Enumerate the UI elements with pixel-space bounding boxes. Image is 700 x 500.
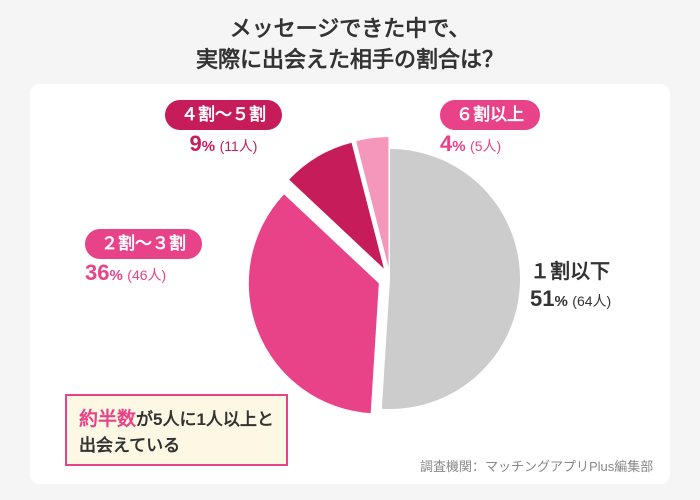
pct-r45: 9% bbox=[190, 131, 216, 156]
pill-r23: ２割～３割 bbox=[85, 229, 202, 259]
title-line1: メッセージできた中で、 bbox=[230, 16, 471, 41]
pill-ge6: ６割以上 bbox=[440, 100, 540, 130]
pct-r23: 36% bbox=[85, 260, 123, 285]
count-le1: (64人) bbox=[572, 293, 611, 309]
label-ge6: ６割以上 4% (5人) bbox=[440, 100, 540, 159]
title-le1: １割以下 bbox=[530, 261, 610, 283]
label-le1: １割以下 51% (64人) bbox=[530, 259, 611, 314]
count-r23: (46人) bbox=[127, 267, 166, 283]
pill-r45: ４割～５割 bbox=[165, 100, 282, 130]
callout-box: 約半数が5人に1人以上と 出会えている bbox=[65, 394, 288, 466]
source-text: 調査機関：マッチングアプリPlus編集部 bbox=[420, 456, 653, 475]
chart-card: ６割以上 4% (5人) ４割～５割 9% (11人) ２割～３割 36% (4… bbox=[30, 84, 670, 484]
title-line2: 実際に出会えた相手の割合は？ bbox=[196, 47, 504, 72]
callout-rest2: 出会えている bbox=[79, 436, 180, 455]
callout-strong: 約半数 bbox=[79, 409, 136, 430]
label-r23: ２割～３割 36% (46人) bbox=[85, 229, 202, 288]
slice-le1 bbox=[382, 149, 520, 409]
label-r45: ４割～５割 9% (11人) bbox=[165, 100, 282, 159]
count-ge6: (5人) bbox=[470, 138, 501, 154]
callout-rest1: が5人に1人以上と bbox=[136, 410, 274, 429]
count-r45: (11人) bbox=[220, 138, 258, 154]
pct-ge6: 4% bbox=[440, 131, 466, 156]
pct-le1: 51% bbox=[530, 286, 568, 311]
